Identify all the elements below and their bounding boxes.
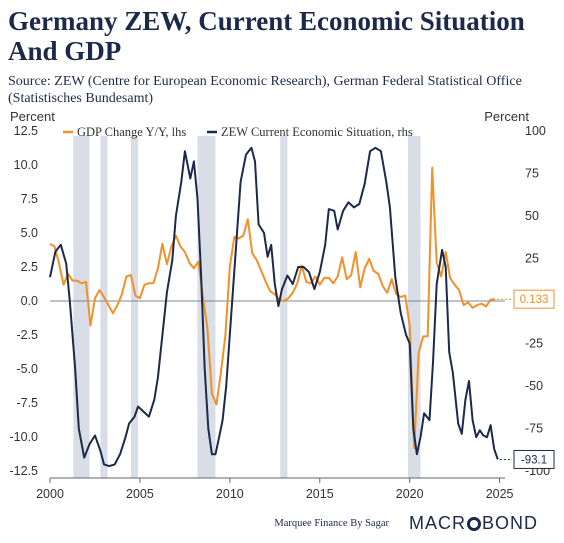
x-tick-label: 2025 bbox=[486, 487, 514, 501]
end-label-value: 0.133 bbox=[520, 294, 549, 306]
end-label-value: -93.1 bbox=[521, 454, 547, 466]
series-group bbox=[49, 146, 499, 468]
x-tick-label: 2010 bbox=[216, 487, 244, 501]
zew-line bbox=[49, 146, 499, 468]
recession-band bbox=[280, 136, 288, 478]
y-left-tick-label: -2.5 bbox=[16, 328, 38, 342]
x-tick-label: 2015 bbox=[306, 487, 334, 501]
y-left-axis-label: Percent bbox=[10, 109, 55, 124]
y-right-tick-label: 100 bbox=[525, 124, 546, 138]
end-label-box bbox=[513, 289, 555, 309]
page-title: Germany ZEW, Current Economic Situation … bbox=[8, 6, 525, 66]
y-right-tick-label: -75 bbox=[525, 422, 543, 436]
y-right-tick-label: 25 bbox=[525, 251, 539, 265]
macrobond-logo: MACR BOND bbox=[409, 513, 538, 534]
y-left-tick-label: 2.5 bbox=[21, 260, 38, 274]
y-right-tick-label: 75 bbox=[525, 166, 539, 180]
y-left-tick-label: 12.5 bbox=[14, 124, 38, 138]
y-right-tick-label: -25 bbox=[525, 337, 543, 351]
axes-group: 12.5 10.0 7.5 5.0 2.5 0.0 -2.5 -5.0 -7.5 -10.0 -12… bbox=[10, 109, 551, 501]
credit-text: Marquee Finance By Sagar bbox=[274, 518, 389, 529]
y-right-axis-label: Percent bbox=[484, 109, 529, 124]
logo-ring-icon bbox=[466, 516, 481, 531]
chart-subtitle: Source: ZEW (Centre for European Economi… bbox=[8, 74, 522, 106]
brand-left: MACR bbox=[408, 513, 466, 533]
y-left-tick-label: -12.5 bbox=[10, 464, 39, 478]
recession-band bbox=[130, 136, 139, 478]
gdp-line bbox=[49, 166, 496, 449]
y-right-tick-label: 50 bbox=[525, 209, 539, 223]
y-left-tick-label: -10.0 bbox=[10, 430, 39, 444]
brand-right: BOND bbox=[481, 513, 538, 533]
legend-label: GDP Change Y/Y, lhs bbox=[77, 125, 186, 139]
y-left-tick-label: 0.0 bbox=[21, 294, 38, 308]
x-tick-label: 2000 bbox=[36, 487, 64, 501]
y-left-tick-label: -5.0 bbox=[16, 362, 38, 376]
end-label-box bbox=[513, 449, 555, 469]
recession-bands bbox=[73, 136, 421, 478]
recession-band bbox=[100, 136, 108, 478]
y-left-tick-label: 10.0 bbox=[14, 158, 38, 172]
legend-label: ZEW Current Economic Situation, rhs bbox=[221, 125, 413, 139]
x-tick-label: 2020 bbox=[396, 487, 424, 501]
y-left-tick-label: 5.0 bbox=[21, 226, 38, 240]
y-left-tick-label: -7.5 bbox=[16, 396, 38, 410]
y-right-tick-label: -50 bbox=[525, 379, 543, 393]
recession-band bbox=[73, 136, 90, 478]
recession-band bbox=[197, 136, 216, 478]
end-labels: 0.133 -93.1 bbox=[497, 289, 555, 469]
legend: GDP Change Y/Y, lhs ZEW Current Economic … bbox=[63, 125, 413, 139]
y-left-tick-label: 7.5 bbox=[21, 192, 38, 206]
x-tick-label: 2005 bbox=[126, 487, 154, 501]
